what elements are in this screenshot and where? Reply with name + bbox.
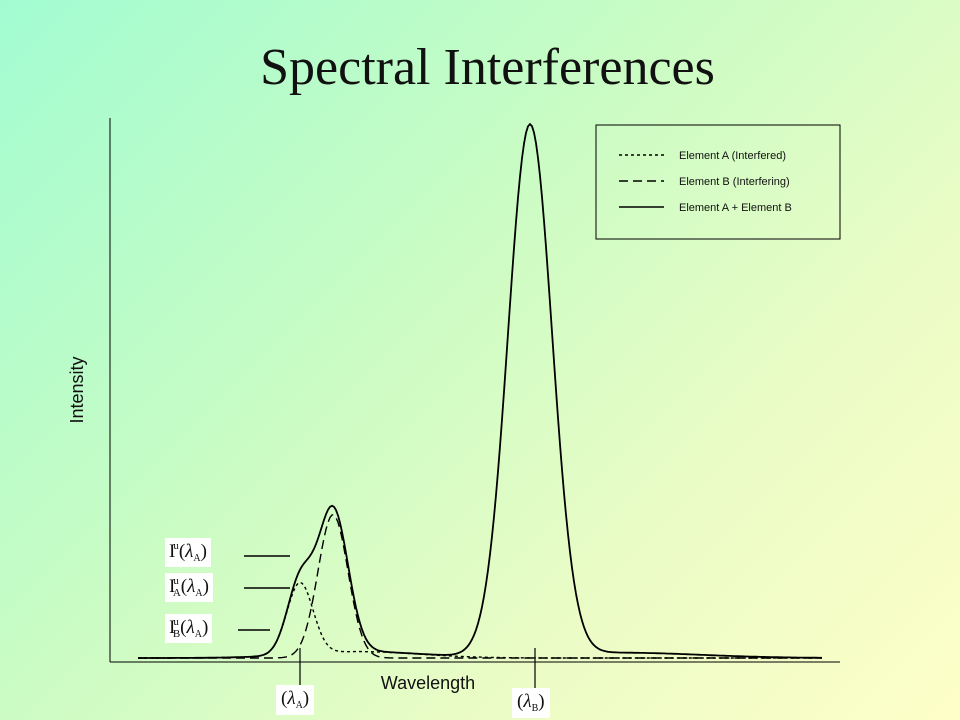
label-lambda: λ <box>187 576 196 597</box>
label-base: I <box>169 576 176 597</box>
label-sup: u <box>173 575 179 587</box>
label-lambda-a: (λA) <box>276 685 315 715</box>
label-lambda: λ <box>186 617 195 638</box>
label-lambda-sub: A <box>194 629 202 640</box>
series-element-b-line <box>138 514 822 659</box>
lambda-sub: B <box>531 703 539 714</box>
x-axis-label: Wavelength <box>381 673 475 693</box>
legend-label: Element A + Element B <box>679 202 792 214</box>
label-base: I <box>169 541 176 562</box>
label-lambda-sub: A <box>195 588 203 599</box>
label-sup: u <box>173 540 179 552</box>
label-lambda-b: (λB) <box>512 688 550 718</box>
label-sup: u <box>173 616 179 628</box>
lambda-sub: A <box>295 700 303 711</box>
label-intensity-b: IuB(λA) <box>165 614 213 643</box>
legend-box <box>595 124 841 240</box>
series-total-line <box>138 122 822 659</box>
lambda-symbol: λ <box>287 688 296 709</box>
legend-label: Element A (Interfered) <box>679 150 786 162</box>
label-intensity-a: IuA(λA) <box>165 573 213 602</box>
label-base: I <box>169 617 176 638</box>
lambda-symbol: λ <box>523 691 532 712</box>
label-sub: B <box>172 628 181 640</box>
label-lambda: λ <box>185 541 194 562</box>
y-axis-label: Intensity <box>67 356 87 423</box>
legend-label: Element B (Interfering) <box>679 176 790 188</box>
series-element-a-line <box>138 581 822 659</box>
label-lambda-sub: A <box>193 553 201 564</box>
slide-title: Spectral Interferences <box>260 39 715 96</box>
label-sub: A <box>172 587 181 599</box>
label-intensity-total: Iu(λA) <box>165 538 211 567</box>
